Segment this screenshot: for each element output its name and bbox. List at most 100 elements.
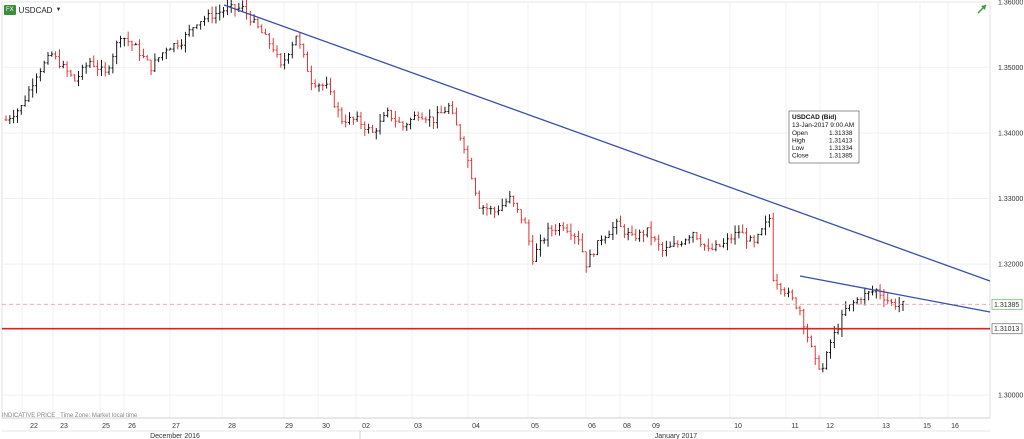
symbol-menu-caret[interactable]: ▼ [55,7,62,13]
ohlc-bar [557,222,561,236]
ohlc-bar [783,287,787,297]
ohlc-bar [863,287,867,306]
ohlc-bar [828,339,832,359]
timezone-label: Time Zone: Market local time [60,413,138,419]
ohlc-bar [515,202,519,213]
ohlc-bar [565,223,569,234]
ohlc-bar [664,240,668,257]
ohlc-bar [439,105,443,114]
ohlc-bar [840,309,844,338]
ohlc-bar [855,297,859,304]
ohlc-bar [69,70,73,77]
plot-border [1,1,991,419]
tooltip-row-value: 1.31385 [829,153,853,160]
ohlc-bar [267,32,271,49]
ohlc-bar [393,110,397,128]
x-day-label: 27 [172,423,180,430]
ohlc-bar [210,6,214,24]
ohlc-bar [535,243,539,262]
ohlc-bar [332,90,336,108]
ohlc-bar [573,233,577,245]
ohlc-bar [4,115,8,121]
ohlc-bar [96,60,100,77]
ohlc-bar [191,27,195,37]
ohlc-bar [848,304,852,312]
ohlc-bar [386,107,390,118]
ohlc-bar [38,68,42,82]
ohlc-bar [737,225,741,239]
y-tick-label: 1.34000 [998,131,1023,138]
ohlc-bar [428,109,432,127]
tooltip-title: USDCAD (Bid) [792,114,836,121]
ohlc-bar [23,95,27,107]
y-tick-label: 1.33000 [998,196,1023,203]
ohlc-bar [607,230,611,238]
ohlc-bar [687,235,691,244]
price-tag-text: 1.31013 [994,326,1019,333]
ohlc-bar [241,0,245,13]
ohlc-bar [550,225,554,237]
ohlc-bar [8,115,12,124]
ohlc-bar [111,53,115,74]
x-day-label: 05 [531,423,539,430]
expand-arrow-icon[interactable] [976,3,988,15]
ohlc-bar [168,47,172,51]
ohlc-bar [481,204,485,215]
ohlc-bar [584,251,588,273]
ohlc-bar [283,52,287,70]
price-tag-text: 1.31385 [994,302,1019,309]
ohlc-bar [126,31,130,47]
support-price-tag: 1.31013 [991,323,1023,335]
ohlc-bar [710,243,714,251]
ohlc-bar [340,107,344,125]
ohlc-bar [661,242,665,257]
x-day-label: 23 [60,423,68,430]
ohlc-bar [336,102,340,118]
ohlc-bar [619,215,623,228]
ohlc-bar [65,61,69,78]
ohlc-bar [12,109,16,124]
last-price-tag: 1.31385 [991,298,1023,310]
ohlc-bar [615,218,619,235]
ohlc-bar [31,78,35,98]
ohlc-bar [680,241,684,247]
ohlc-bar [611,221,615,240]
ohlc-bar [321,83,325,91]
trendline-major [223,4,991,282]
x-day-label: 28 [228,423,236,430]
ohlc-bar [745,227,749,249]
tooltip-row-value: 1.31413 [829,138,853,145]
ohlc-bar [50,51,54,57]
x-day-label: 22 [30,423,38,430]
ohlc-bar [599,235,603,246]
ohlc-bar [107,65,111,75]
ohlc-bar [752,235,756,248]
footnote: INDICATIVE PRICE Time Zone: Market local… [2,413,137,419]
y-tick-label: 1.35000 [998,65,1023,72]
ohlc-bar [164,47,168,60]
ohlc-bar [806,323,810,343]
ohlc-bar [443,106,447,114]
ohlc-bar [130,40,134,52]
symbol-label[interactable]: USDCAD [18,5,53,15]
indicative-price-label: INDICATIVE PRICE [2,413,56,419]
ohlc-bar [733,225,737,245]
ohlc-bar [317,83,321,92]
ohlc-bar [344,114,348,128]
ohlc-bar [214,6,218,24]
ohlc-bar [699,234,703,247]
ohlc-bar [748,235,752,242]
ohlc-bar [771,212,775,282]
price-tag-box [991,323,1023,335]
ohlc-bar [817,355,821,370]
x-day-label: 11 [791,423,798,430]
ohlc-bar [454,107,458,126]
ohlc-bar [88,57,92,68]
ohlc-bar [538,234,542,257]
ohlc-bar [187,24,191,37]
ohlc-bar [496,205,500,216]
ohlc-bar [622,224,626,239]
ohlc-bar [851,300,855,312]
ohlc-bar [775,273,779,290]
